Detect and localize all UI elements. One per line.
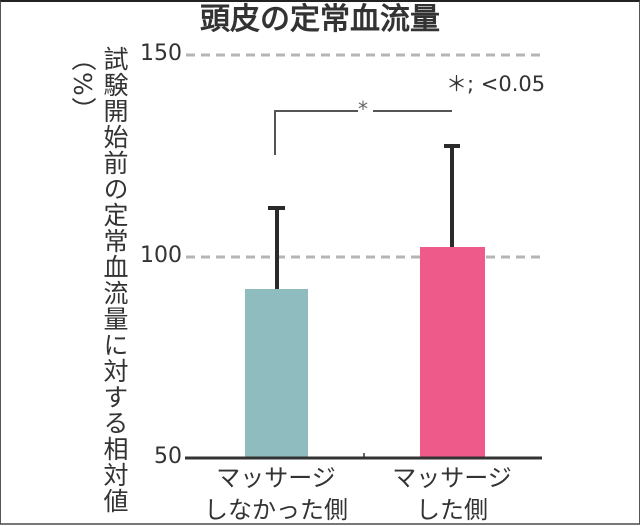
x-label-massage-line1: マッサージ (392, 464, 512, 492)
x-label-no-massage: マッサージ しなかった側 (186, 462, 366, 526)
bar-no-massage (245, 289, 308, 458)
significance-note: ＊; <0.05 (446, 72, 546, 96)
y-tick-50: 50 (154, 444, 182, 469)
error-bar-no-massage (268, 206, 285, 289)
x-label-no-massage-line2: しなかった側 (204, 496, 348, 524)
x-label-no-massage-line1: マッサージ (216, 464, 336, 492)
bar-massage (420, 247, 485, 458)
chart-title: 頭皮の定常血流量 (200, 2, 440, 37)
y-tick-100: 100 (140, 243, 182, 268)
y-axis-label: 試験開始前の定常血流量に対する相対値（%） (68, 46, 129, 514)
error-bar-massage (444, 144, 460, 247)
y-tick-150: 150 (140, 41, 182, 66)
significance-bracket (274, 110, 452, 155)
x-label-massage: マッサージ した側 (362, 462, 542, 526)
x-label-massage-line2: した側 (416, 496, 488, 524)
bracket-star: * (358, 97, 368, 121)
